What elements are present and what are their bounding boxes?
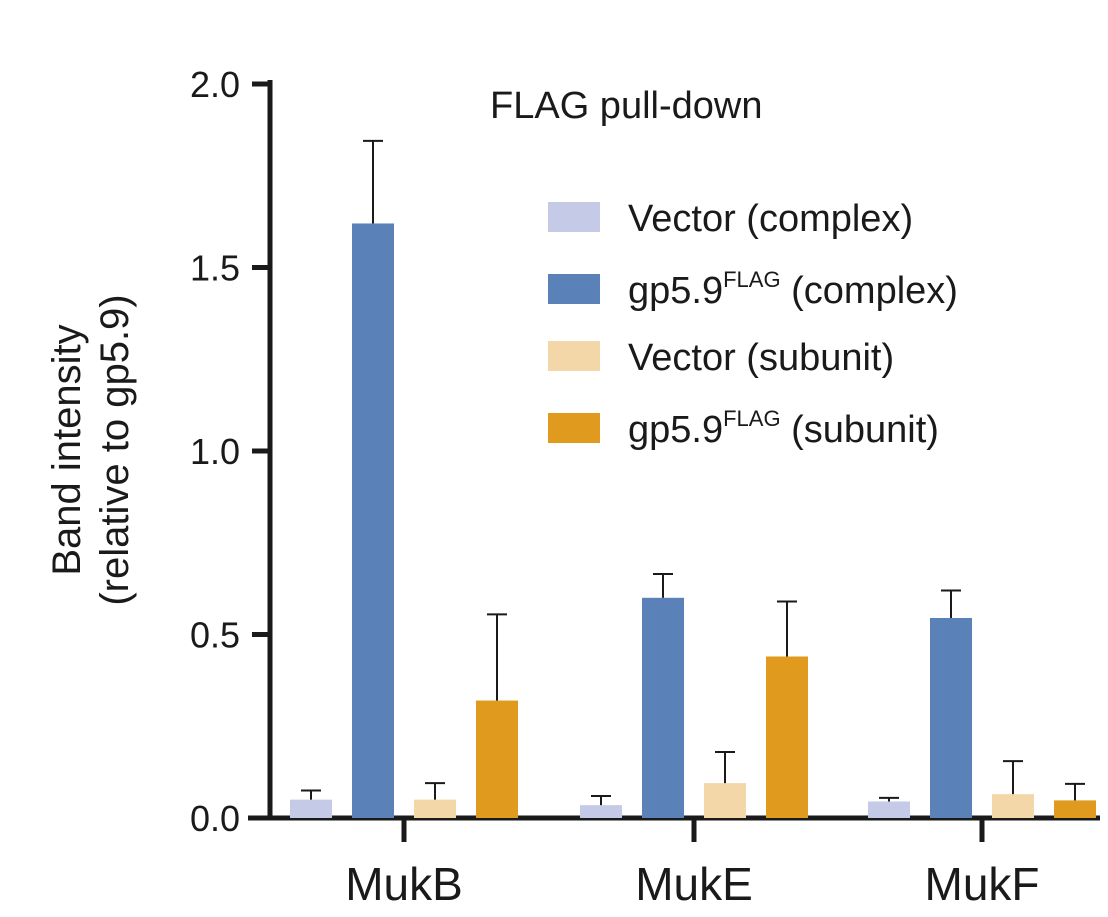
legend-label: gp5.9FLAG (complex) bbox=[628, 267, 958, 312]
bar-mukb-series-4 bbox=[476, 700, 518, 818]
bar-mukf-series-1 bbox=[868, 801, 910, 818]
legend-label-superscript: FLAG bbox=[723, 267, 780, 292]
bars bbox=[290, 139, 1096, 818]
legend-label-tail: (complex) bbox=[781, 270, 958, 312]
y-axis-label-line2: (relative to gp5.9) bbox=[93, 294, 137, 605]
x-categories: MukB MukE MukF bbox=[345, 818, 1040, 910]
bar-mukb-series-3 bbox=[414, 799, 456, 818]
y-axis-label-line1: Band intensity bbox=[45, 324, 89, 575]
legend-label: Vector (subunit) bbox=[628, 337, 894, 379]
x-category-label-muke: MukE bbox=[635, 858, 753, 910]
legend-swatch bbox=[548, 341, 600, 371]
legend-swatch bbox=[548, 202, 600, 232]
bar-muke-series-1 bbox=[580, 805, 622, 818]
bar-muke-series-3 bbox=[704, 783, 746, 818]
legend-swatch bbox=[548, 413, 600, 443]
legend-label-superscript: FLAG bbox=[723, 406, 780, 431]
y-axis-label: Band intensity (relative to gp5.9) bbox=[45, 294, 137, 605]
x-category-label-mukb: MukB bbox=[345, 858, 463, 910]
legend-label-base: Vector (subunit) bbox=[628, 337, 894, 379]
legend-label-base: gp5.9 bbox=[628, 270, 723, 312]
legend-label-base: gp5.9 bbox=[628, 409, 723, 451]
bar-muke-series-2 bbox=[642, 597, 684, 818]
bar-mukf-series-3 bbox=[992, 794, 1034, 818]
y-tick-label: 1.5 bbox=[190, 248, 240, 289]
chart-title: FLAG pull-down bbox=[490, 85, 762, 127]
legend-label-base: Vector (complex) bbox=[628, 198, 913, 240]
legend-swatch bbox=[548, 274, 600, 304]
bar-mukb-series-1 bbox=[290, 799, 332, 818]
bar-mukf-series-4 bbox=[1054, 800, 1096, 818]
y-tick-label: 0.0 bbox=[190, 798, 240, 839]
legend-label: Vector (complex) bbox=[628, 198, 913, 240]
legend-label: gp5.9FLAG (subunit) bbox=[628, 406, 939, 451]
y-ticks: 0.0 0.5 1.0 1.5 2.0 bbox=[190, 64, 270, 839]
legend-label-tail: (subunit) bbox=[781, 409, 939, 451]
y-tick-label: 2.0 bbox=[190, 64, 240, 105]
y-tick-label: 1.0 bbox=[190, 431, 240, 472]
y-tick-label: 0.5 bbox=[190, 615, 240, 656]
legend: Vector (complex)gp5.9FLAG (complex)Vecto… bbox=[548, 198, 958, 451]
bar-mukf-series-2 bbox=[930, 617, 972, 818]
bar-mukb-series-2 bbox=[352, 223, 394, 818]
x-category-label-mukf: MukF bbox=[925, 858, 1040, 910]
bar-muke-series-4 bbox=[766, 656, 808, 818]
